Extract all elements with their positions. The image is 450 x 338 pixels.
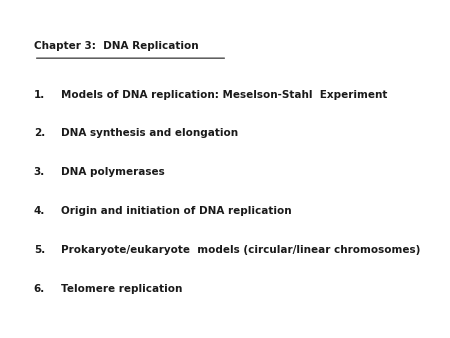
Text: Telomere replication: Telomere replication	[61, 284, 182, 294]
Text: Prokaryote/eukaryote  models (circular/linear chromosomes): Prokaryote/eukaryote models (circular/li…	[61, 245, 420, 255]
Text: DNA synthesis and elongation: DNA synthesis and elongation	[61, 128, 238, 139]
Text: 2.: 2.	[34, 128, 45, 139]
Text: 1.: 1.	[34, 90, 45, 100]
Text: 3.: 3.	[34, 167, 45, 177]
Text: Chapter 3:  DNA Replication: Chapter 3: DNA Replication	[34, 41, 198, 51]
Text: 5.: 5.	[34, 245, 45, 255]
Text: Origin and initiation of DNA replication: Origin and initiation of DNA replication	[61, 206, 292, 216]
Text: 6.: 6.	[34, 284, 45, 294]
Text: Models of DNA replication: Meselson-Stahl  Experiment: Models of DNA replication: Meselson-Stah…	[61, 90, 387, 100]
Text: DNA polymerases: DNA polymerases	[61, 167, 165, 177]
Text: 4.: 4.	[34, 206, 45, 216]
